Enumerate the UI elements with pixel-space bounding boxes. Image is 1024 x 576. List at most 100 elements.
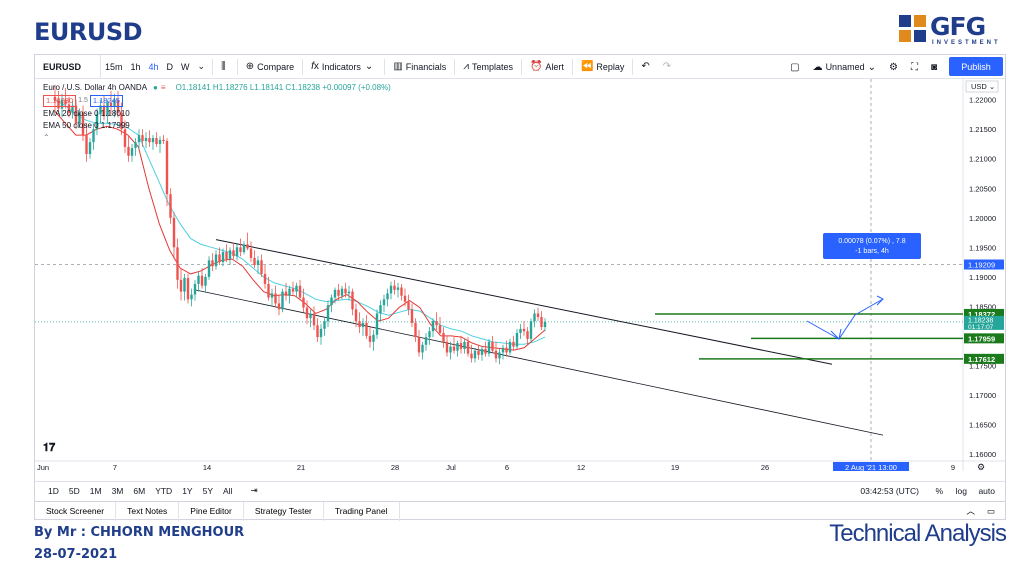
buy-price[interactable]: 1.18245: [89, 95, 123, 107]
auto-toggle[interactable]: auto: [978, 485, 995, 496]
candle-body: [326, 305, 330, 322]
candle-body: [144, 138, 148, 142]
legend-row-quotes: 1.18230 1.5 1.18245: [43, 95, 391, 107]
last-price-tag-bg: [964, 315, 1004, 330]
trendline-lower: [194, 289, 884, 436]
candle-body: [519, 328, 522, 333]
log-toggle[interactable]: log: [955, 485, 967, 496]
candle-body: [473, 350, 477, 359]
tab-stock-screener[interactable]: Stock Screener: [35, 501, 117, 521]
templates-button[interactable]: ⩘ Templates: [458, 55, 518, 79]
candle-body: [200, 275, 204, 286]
top-toolbar: EURUSD 15m 1h 4h D W ⌄ ⫼ ⊕ Compare fx Indi…: [35, 54, 1005, 79]
range-ytd[interactable]: YTD: [155, 485, 173, 496]
goto-date-icon[interactable]: ⇥: [250, 485, 258, 495]
candle-body: [466, 341, 470, 354]
candle-body: [396, 287, 400, 290]
candle-body: [197, 275, 200, 284]
undo-button[interactable]: ↶: [636, 55, 657, 79]
replay-button[interactable]: ⏪ Replay: [576, 55, 629, 79]
interval-15m[interactable]: 15m: [105, 61, 123, 72]
candle-body: [351, 291, 354, 310]
tab-pine-editor[interactable]: Pine Editor: [179, 501, 244, 521]
publish-button[interactable]: Publish: [949, 57, 1003, 76]
candle-body: [526, 331, 529, 339]
candle-body: [169, 194, 172, 218]
candle-body: [148, 138, 151, 143]
utc-clock[interactable]: 03:42:53 (UTC): [860, 485, 919, 496]
x-tick-label: 26: [761, 463, 769, 471]
candle-body: [536, 313, 540, 318]
candle-body: [85, 135, 88, 155]
candle-body: [333, 289, 337, 298]
ohlc-values: O1.18141 H1.18276 L1.18141 C1.18238 +0.0…: [175, 83, 391, 92]
interval-4h[interactable]: 4h: [148, 61, 159, 72]
templates-icon: ⩘: [463, 61, 469, 72]
candle-body: [543, 321, 547, 328]
range-6m[interactable]: 6M: [133, 485, 146, 496]
candle-body: [64, 99, 67, 105]
tab-strategy-tester[interactable]: Strategy Tester: [244, 501, 324, 521]
interval-d[interactable]: D: [166, 61, 174, 72]
candle-body: [239, 247, 242, 253]
range-1d[interactable]: 1D: [48, 485, 59, 496]
range-1y[interactable]: 1Y: [182, 485, 193, 496]
alert-button[interactable]: ⏰ Alert: [525, 55, 569, 79]
financials-label: Financials: [405, 61, 447, 72]
legend-collapse-icon[interactable]: ⌃: [43, 133, 50, 142]
candle-body: [386, 293, 389, 300]
sell-price[interactable]: 1.18230: [43, 95, 77, 107]
range-5d[interactable]: 5D: [68, 485, 80, 496]
candle-body: [106, 102, 109, 117]
range-1m[interactable]: 1M: [89, 485, 102, 496]
redo-button[interactable]: ↷: [658, 55, 679, 79]
y-tick-label: 1.18500: [969, 302, 996, 311]
candle-body: [218, 254, 221, 263]
layout-name-button[interactable]: ☁ Unnamed ⌄: [808, 55, 884, 79]
candle-body: [515, 332, 519, 347]
level-label-bg: [964, 353, 1004, 364]
candle-body: [207, 260, 211, 277]
snapshot-button[interactable]: ◙: [926, 55, 945, 79]
spread-value: 1.5: [78, 97, 88, 104]
interval-dropdown-icon[interactable]: ⌄: [197, 61, 206, 71]
fullscreen-layout-button[interactable]: ▢: [785, 55, 807, 79]
candle-body: [193, 283, 197, 295]
symbol-search[interactable]: EURUSD: [35, 54, 101, 79]
compare-button[interactable]: ⊕ Compare: [241, 55, 299, 79]
range-3m[interactable]: 3M: [111, 485, 124, 496]
candle-body: [263, 273, 267, 284]
interval-w[interactable]: W: [181, 61, 190, 72]
candle-body: [452, 346, 456, 351]
interval-1h[interactable]: 1h: [130, 61, 141, 72]
indicators-button[interactable]: fx Indicators ⌄: [306, 55, 381, 79]
layout-name-label: Unnamed: [825, 62, 865, 72]
candle-body: [340, 288, 344, 296]
collapse-panel-icon[interactable]: ︿: [966, 506, 975, 516]
tab-text-notes[interactable]: Text Notes: [116, 501, 180, 521]
percent-toggle[interactable]: %: [935, 485, 943, 496]
x-tick-label: 28: [391, 463, 399, 471]
y-tick-label: 1.19000: [969, 273, 996, 282]
candle-body: [529, 321, 533, 339]
x-tick-label: Jul: [446, 463, 456, 471]
candle-body: [141, 135, 144, 142]
candle-body: [204, 276, 207, 286]
candle-body: [319, 328, 323, 338]
tab-trading-panel[interactable]: Trading Panel: [324, 501, 400, 521]
range-all[interactable]: All: [223, 485, 233, 496]
candle-body: [267, 283, 270, 298]
chart-area[interactable]: 1.160001.165001.170001.175001.180001.185…: [35, 79, 1005, 472]
candle-body: [431, 321, 435, 332]
y-tick-label: 1.21500: [969, 125, 996, 134]
settings-button[interactable]: ⚙: [884, 55, 906, 79]
candle-body: [162, 139, 165, 142]
price-chart[interactable]: 1.160001.165001.170001.175001.180001.185…: [35, 79, 1005, 472]
chart-type-button[interactable]: ⫼: [216, 55, 234, 79]
fullscreen-button[interactable]: ⛶: [906, 55, 926, 79]
range-5y[interactable]: 5Y: [202, 485, 213, 496]
maximize-panel-icon[interactable]: ▭: [986, 505, 995, 516]
logo-text: GFG: [930, 12, 986, 41]
financials-button[interactable]: ▥ Financials: [388, 55, 451, 79]
candle-body: [522, 328, 526, 332]
